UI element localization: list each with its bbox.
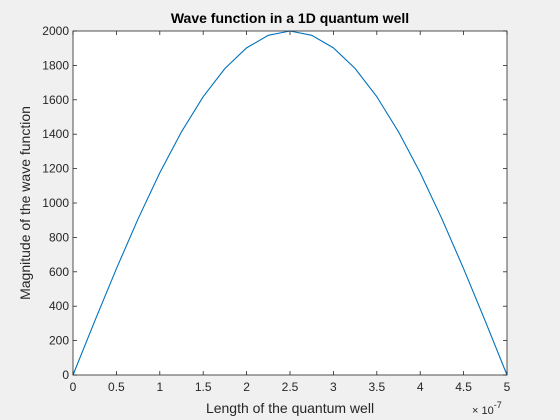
- y-tick-label: 1400: [42, 127, 69, 141]
- y-tick-label: 1600: [42, 93, 69, 107]
- y-tick-label: 0: [62, 368, 69, 382]
- y-tick-label: 1200: [42, 162, 69, 176]
- y-tick-label: 200: [49, 334, 69, 348]
- x-tick-label: 3.5: [368, 380, 385, 394]
- axes-background: [73, 31, 507, 375]
- x-exponent-power: -7: [494, 400, 502, 410]
- x-exponent-base: × 10: [472, 405, 494, 417]
- x-tick-label: 5: [504, 380, 511, 394]
- x-tick-label: 1: [156, 380, 163, 394]
- x-tick-label: 4: [417, 380, 424, 394]
- x-tick-label: 4.5: [455, 380, 472, 394]
- x-axis: 0 0.5 1 1.5 2 2.5 3 3.5 4 4.5 5: [70, 31, 511, 394]
- x-tick-label: 0.5: [108, 380, 125, 394]
- y-tick-label: 1800: [42, 58, 69, 72]
- x-tick-label: 2.5: [282, 380, 299, 394]
- y-axis-label: Magnitude of the wave function: [17, 106, 33, 300]
- x-exponent-label: × 10-7: [472, 400, 502, 417]
- x-tick-label: 2: [243, 380, 250, 394]
- y-tick-label: 600: [49, 265, 69, 279]
- y-tick-label: 2000: [42, 24, 69, 38]
- y-tick-label: 400: [49, 299, 69, 313]
- chart-title: Wave function in a 1D quantum well: [171, 10, 409, 26]
- x-tick-label: 1.5: [195, 380, 212, 394]
- x-tick-label: 3: [330, 380, 337, 394]
- y-axis: 0 200 400 600 800 1000 1200 1400 1600 1800 2000: [42, 24, 507, 382]
- y-tick-label: 800: [49, 230, 69, 244]
- y-tick-label: 1000: [42, 196, 69, 210]
- x-tick-label: 0: [70, 380, 77, 394]
- x-axis-label: Length of the quantum well: [206, 400, 374, 416]
